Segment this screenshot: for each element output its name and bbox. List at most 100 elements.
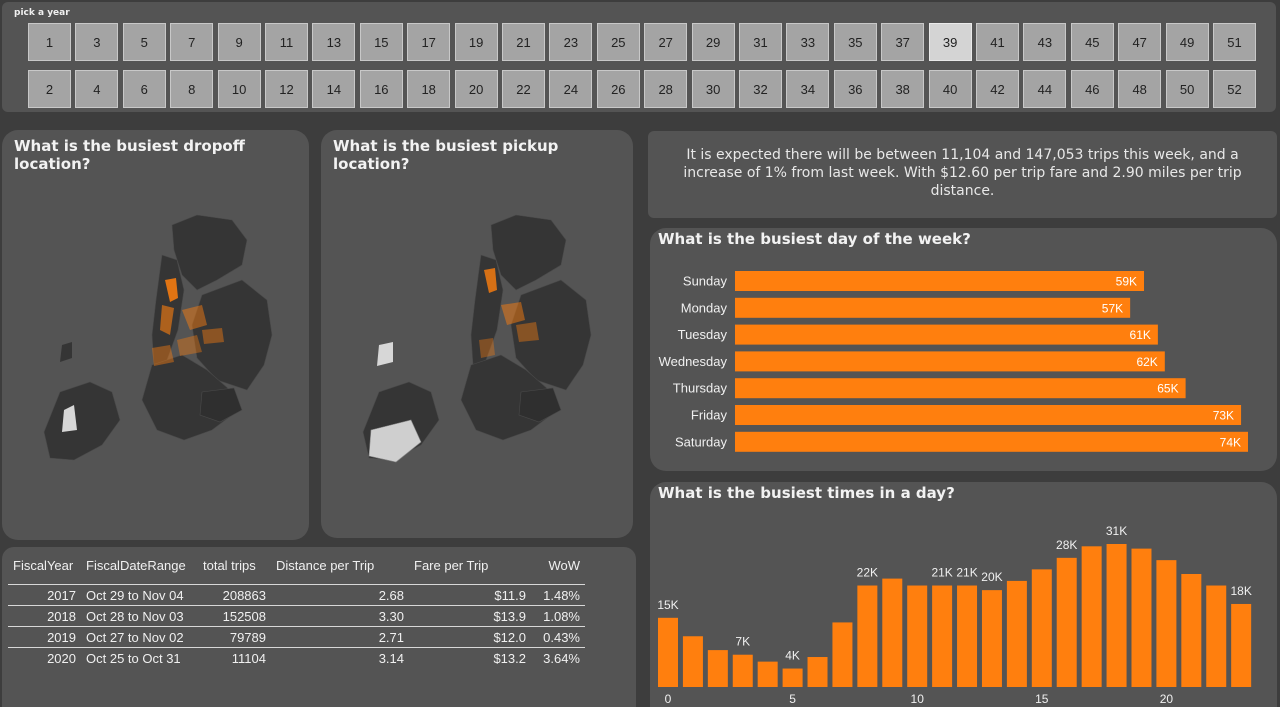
hour-bar[interactable]	[658, 617, 678, 687]
week-button-44[interactable]: 44	[1023, 70, 1067, 108]
hour-bar[interactable]	[957, 585, 978, 687]
dow-chart: Sunday 59K Monday 57K Tuesday 61K Wednesday 62K…	[659, 271, 1248, 452]
hour-bar[interactable]	[732, 654, 753, 687]
table-header[interactable]: Fare per Trip	[414, 558, 489, 573]
week-button-7[interactable]: 7	[170, 23, 214, 61]
week-button-51[interactable]: 51	[1213, 23, 1256, 61]
hour-bar[interactable]	[782, 668, 803, 687]
hour-bar[interactable]	[1006, 580, 1027, 687]
week-button-16[interactable]: 16	[359, 70, 403, 108]
week-button-37[interactable]: 37	[881, 23, 925, 61]
week-button-25[interactable]: 25	[596, 23, 640, 61]
hour-bar[interactable]	[857, 585, 878, 687]
hour-bar[interactable]	[1031, 569, 1052, 687]
week-button-48[interactable]: 48	[1118, 70, 1162, 108]
hour-bar[interactable]	[807, 657, 828, 687]
week-button-17[interactable]: 17	[407, 23, 451, 61]
hour-bar[interactable]	[882, 578, 903, 687]
table-header[interactable]: total trips	[203, 558, 256, 573]
week-button-20[interactable]: 20	[454, 70, 498, 108]
week-button-14[interactable]: 14	[312, 70, 356, 108]
dow-bar[interactable]	[735, 351, 1165, 372]
week-button-5[interactable]: 5	[122, 23, 166, 61]
week-button-9[interactable]: 9	[217, 23, 261, 61]
hour-bar[interactable]	[1206, 585, 1227, 687]
week-button-22[interactable]: 22	[502, 70, 545, 108]
hour-bar[interactable]	[1131, 548, 1152, 687]
dow-bar[interactable]	[735, 271, 1145, 291]
week-button-27[interactable]: 27	[644, 23, 688, 61]
week-button-52[interactable]: 52	[1213, 70, 1256, 108]
table-cell: 2.71	[271, 626, 409, 648]
dow-bar[interactable]	[735, 405, 1242, 425]
week-button-2[interactable]: 2	[28, 70, 71, 108]
week-button-33[interactable]: 33	[786, 23, 830, 61]
hour-bar[interactable]	[707, 650, 728, 687]
week-button-34[interactable]: 34	[786, 70, 830, 108]
hour-bar[interactable]	[932, 585, 953, 687]
week-button-10[interactable]: 10	[217, 70, 261, 108]
hour-bar[interactable]	[757, 661, 778, 687]
week-button-3[interactable]: 3	[75, 23, 119, 61]
table-header[interactable]: Distance per Trip	[276, 558, 375, 573]
hour-value-label: 28K	[1056, 538, 1077, 552]
week-button-50[interactable]: 50	[1165, 70, 1209, 108]
week-button-15[interactable]: 15	[359, 23, 403, 61]
week-button-1[interactable]: 1	[28, 23, 71, 61]
week-button-30[interactable]: 30	[691, 70, 735, 108]
week-button-29[interactable]: 29	[691, 23, 735, 61]
hour-bar[interactable]	[1181, 573, 1202, 687]
weekly-stats-table-card: FiscalYear FiscalDateRange total trips Dist…	[2, 547, 636, 707]
dow-bar[interactable]	[735, 378, 1186, 399]
week-button-28[interactable]: 28	[644, 70, 688, 108]
week-button-31[interactable]: 31	[739, 23, 782, 61]
week-button-39[interactable]: 39	[928, 23, 972, 61]
pickup-map[interactable]	[321, 130, 633, 538]
hour-bar[interactable]	[1081, 546, 1102, 687]
week-button-40[interactable]: 40	[928, 70, 972, 108]
table-cell: Oct 27 to Nov 02	[81, 626, 198, 648]
hour-bar[interactable]	[1106, 544, 1127, 687]
table-header[interactable]: FiscalYear	[13, 558, 74, 573]
week-button-41[interactable]: 41	[976, 23, 1019, 61]
week-button-4[interactable]: 4	[75, 70, 119, 108]
week-button-11[interactable]: 11	[265, 23, 308, 61]
week-button-47[interactable]: 47	[1118, 23, 1162, 61]
week-button-19[interactable]: 19	[454, 23, 498, 61]
hour-bar[interactable]	[1231, 603, 1252, 687]
hour-value-label: 21K	[931, 566, 952, 580]
week-button-42[interactable]: 42	[976, 70, 1019, 108]
dropoff-map[interactable]	[2, 130, 309, 540]
hour-bar[interactable]	[907, 585, 928, 687]
dow-category-label: Wednesday	[659, 354, 728, 369]
week-button-12[interactable]: 12	[265, 70, 308, 108]
dow-bar[interactable]	[735, 297, 1131, 318]
week-button-38[interactable]: 38	[881, 70, 925, 108]
week-button-43[interactable]: 43	[1023, 23, 1067, 61]
week-button-18[interactable]: 18	[407, 70, 451, 108]
week-button-45[interactable]: 45	[1070, 23, 1114, 61]
week-picker: pick a year 1 3 5 7 9 11 13 15 17 19 21 23 25 27 29 31 3…	[2, 2, 1276, 112]
week-button-36[interactable]: 36	[833, 70, 877, 108]
week-button-26[interactable]: 26	[596, 70, 640, 108]
week-button-24[interactable]: 24	[549, 70, 593, 108]
week-button-35[interactable]: 35	[833, 23, 877, 61]
dow-bar[interactable]	[735, 324, 1158, 345]
table-header[interactable]: WoW	[548, 558, 580, 573]
dow-value-label: 62K	[1136, 355, 1157, 369]
hour-bar[interactable]	[1156, 560, 1177, 687]
week-button-49[interactable]: 49	[1165, 23, 1209, 61]
hour-bar[interactable]	[832, 622, 853, 687]
week-button-21[interactable]: 21	[502, 23, 545, 61]
week-button-8[interactable]: 8	[170, 70, 214, 108]
hour-bar[interactable]	[981, 590, 1002, 687]
week-button-32[interactable]: 32	[739, 70, 782, 108]
week-button-13[interactable]: 13	[312, 23, 356, 61]
week-button-46[interactable]: 46	[1070, 70, 1114, 108]
week-button-23[interactable]: 23	[549, 23, 593, 61]
hour-bar[interactable]	[682, 636, 703, 687]
week-button-6[interactable]: 6	[122, 70, 166, 108]
dow-bar[interactable]	[735, 431, 1248, 452]
hour-bar[interactable]	[1056, 557, 1077, 687]
table-header[interactable]: FiscalDateRange	[86, 558, 186, 573]
